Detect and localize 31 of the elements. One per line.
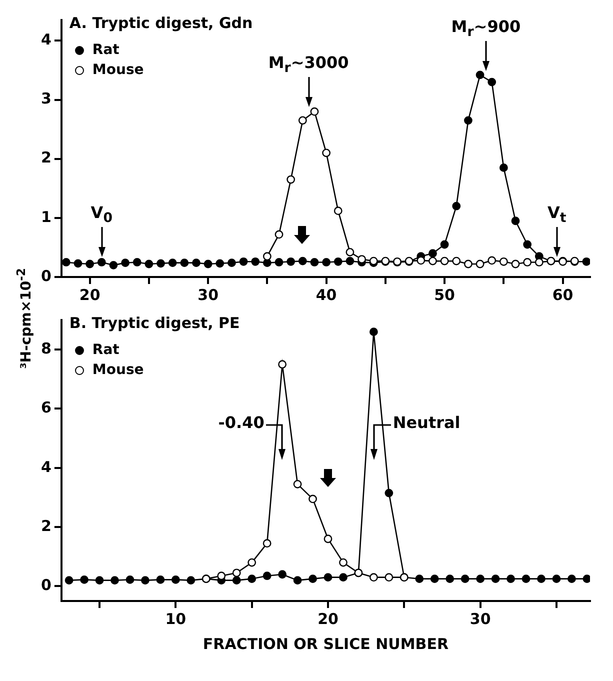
annotation: V$_{0}$	[90, 203, 112, 226]
legend-label: Mouse	[92, 362, 144, 378]
y-tick-label: 4	[41, 30, 52, 49]
x-axis-title: FRACTION OR SLICE NUMBER	[202, 634, 449, 653]
legend-label: Rat	[92, 342, 120, 358]
legend-label: Mouse	[92, 62, 144, 78]
y-tick-label: 2	[41, 148, 52, 167]
y-tick-label: 0	[41, 266, 52, 285]
y-tick-label: 2	[41, 516, 52, 535]
y-tick-label: 6	[41, 398, 52, 417]
x-tick-label: 60	[552, 286, 574, 304]
annotation: M$_{r}$~3000	[268, 52, 349, 76]
chart-title: A. Tryptic digest, Gdn	[69, 14, 253, 32]
chart-title: B. Tryptic digest, PE	[69, 314, 240, 332]
x-tick-label: 30	[198, 286, 218, 304]
y-tick-label: 3	[41, 90, 52, 108]
y-tick-label: 8	[41, 339, 52, 358]
x-tick-label: 30	[470, 610, 491, 628]
annotation: M$_{r}$~900	[451, 17, 521, 40]
x-tick-label: 10	[165, 610, 186, 628]
legend-label: Rat	[92, 42, 120, 58]
x-tick-label: 20	[318, 610, 338, 628]
y-tick-label: 0	[41, 576, 52, 594]
x-tick-label: 50	[434, 286, 455, 304]
x-tick-label: 40	[316, 286, 337, 304]
y-tick-label: 1	[41, 208, 52, 226]
x-tick-label: 20	[79, 286, 100, 304]
annotation: V$_{t}$	[548, 203, 566, 226]
y-tick-label: 4	[41, 458, 52, 476]
annotation: -0.40	[218, 412, 264, 432]
annotation: Neutral	[392, 412, 460, 432]
